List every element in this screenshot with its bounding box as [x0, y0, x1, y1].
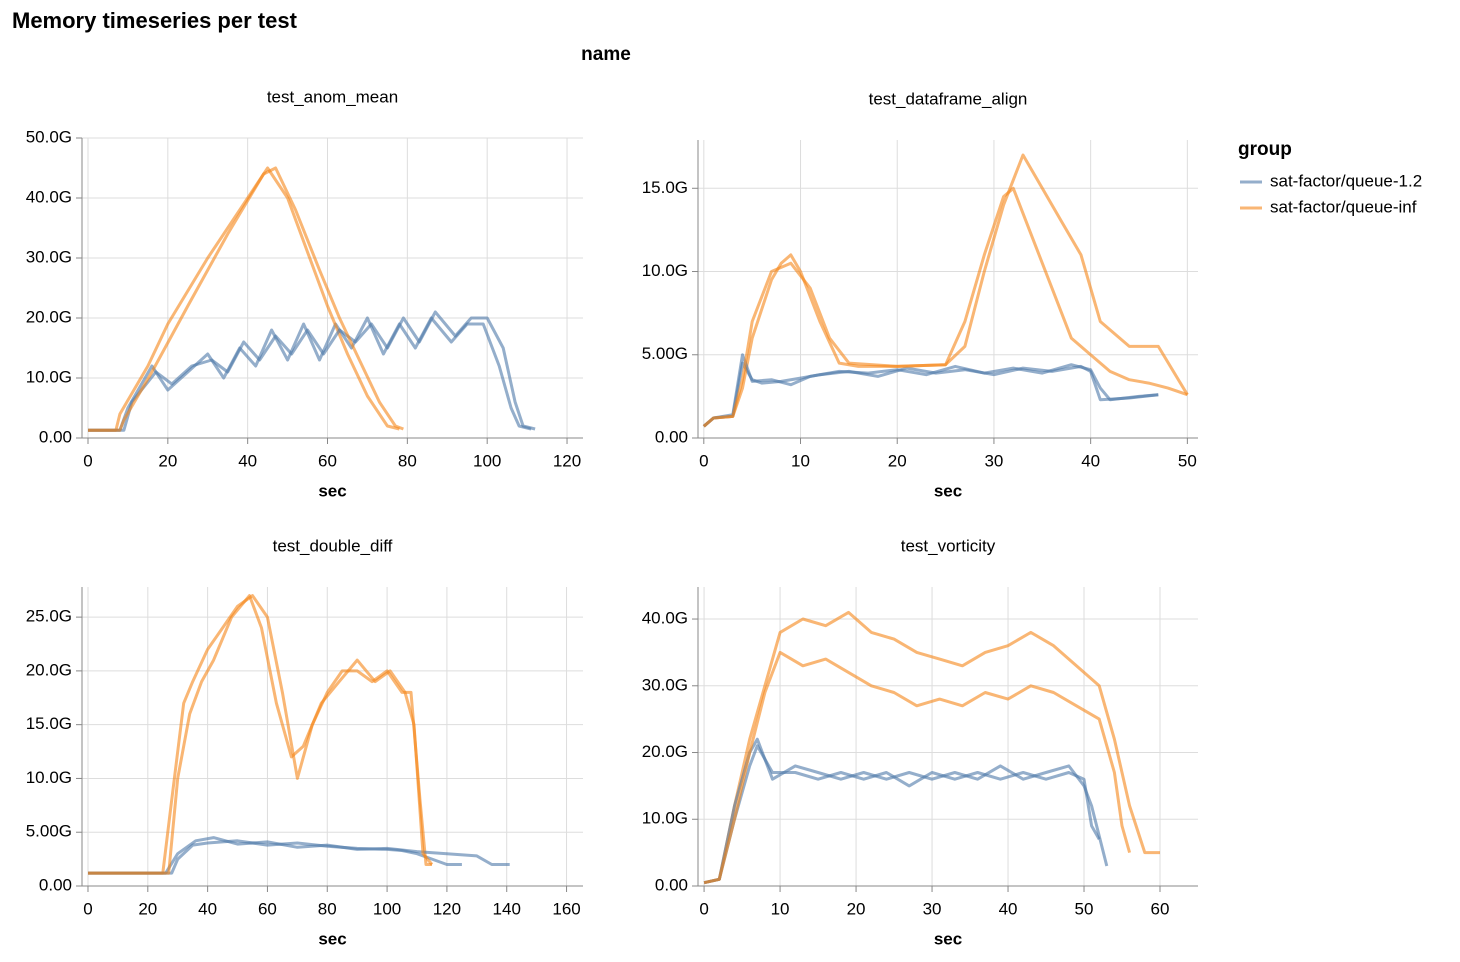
- series-line: [703, 744, 1101, 885]
- x-tick-label: 100: [473, 451, 501, 470]
- y-tick-label: 5.00G: [642, 344, 688, 363]
- x-tick-label: 10: [771, 899, 790, 918]
- y-tick-label: 0.00: [39, 427, 72, 446]
- series-line: [88, 310, 536, 432]
- x-tick-label: 120: [433, 899, 461, 918]
- series-line: [88, 836, 510, 875]
- x-tick-label: 0: [699, 899, 708, 918]
- y-tick-label: 15.0G: [26, 714, 72, 733]
- series-line: [88, 166, 404, 432]
- y-tick-label: 15.0G: [642, 178, 688, 197]
- x-tick-label: 120: [553, 451, 581, 470]
- y-tick-label: 40.0G: [642, 609, 688, 628]
- series-line: [703, 610, 1160, 885]
- legend-title: group: [1238, 139, 1292, 160]
- series-line: [702, 186, 1188, 428]
- x-axis-label: sec: [934, 481, 962, 500]
- y-tick-label: 30.0G: [26, 247, 72, 266]
- x-tick-label: 50: [1075, 899, 1094, 918]
- series-line: [88, 316, 532, 432]
- x-tick-label: 60: [318, 451, 337, 470]
- y-tick-label: 10.0G: [642, 261, 688, 280]
- facet-title: test_vorticity: [901, 536, 996, 555]
- facet-header: name: [581, 44, 631, 65]
- y-tick-label: 50.0G: [26, 127, 72, 146]
- x-tick-label: 60: [258, 899, 277, 918]
- x-tick-label: 20: [138, 899, 157, 918]
- y-tick-label: 30.0G: [642, 675, 688, 694]
- series-line: [702, 353, 1159, 428]
- x-tick-label: 30: [923, 899, 942, 918]
- x-tick-label: 40: [999, 899, 1018, 918]
- x-tick-label: 60: [1151, 899, 1170, 918]
- x-tick-label: 30: [984, 451, 1003, 470]
- x-tick-label: 140: [493, 899, 521, 918]
- x-tick-label: 40: [1081, 451, 1100, 470]
- y-tick-label: 10.0G: [642, 809, 688, 828]
- series-line: [88, 166, 400, 432]
- y-tick-label: 20.0G: [642, 742, 688, 761]
- x-tick-label: 20: [888, 451, 907, 470]
- y-tick-label: 20.0G: [26, 660, 72, 679]
- facet-title: test_double_diff: [273, 536, 393, 555]
- y-tick-label: 10.0G: [26, 768, 72, 787]
- x-tick-label: 80: [398, 451, 417, 470]
- series-line: [703, 650, 1132, 885]
- y-tick-label: 40.0G: [26, 187, 72, 206]
- x-tick-label: 40: [198, 899, 217, 918]
- series-line: [702, 153, 1189, 428]
- x-tick-label: 80: [318, 899, 337, 918]
- series-line: [703, 737, 1109, 885]
- y-tick-label: 10.0G: [26, 367, 72, 386]
- y-tick-label: 0.00: [39, 875, 72, 894]
- x-axis-label: sec: [934, 929, 962, 948]
- y-tick-label: 5.00G: [26, 822, 72, 841]
- x-axis-label: sec: [318, 929, 346, 948]
- y-tick-label: 25.0G: [26, 607, 72, 626]
- x-tick-label: 0: [699, 451, 708, 470]
- x-tick-label: 10: [791, 451, 810, 470]
- x-tick-label: 50: [1178, 451, 1197, 470]
- facet-title: test_anom_mean: [267, 87, 398, 106]
- facet-title: test_dataframe_align: [869, 89, 1028, 108]
- x-tick-label: 20: [847, 899, 866, 918]
- x-tick-label: 160: [552, 899, 580, 918]
- legend-label: sat-factor/queue-inf: [1270, 197, 1417, 216]
- x-axis-label: sec: [318, 481, 346, 500]
- x-tick-label: 0: [83, 899, 92, 918]
- y-tick-label: 20.0G: [26, 307, 72, 326]
- chart-title: Memory timeseries per test: [12, 8, 298, 33]
- y-tick-label: 0.00: [655, 875, 688, 894]
- x-tick-label: 100: [373, 899, 401, 918]
- series-line: [88, 594, 432, 875]
- x-tick-label: 0: [83, 451, 92, 470]
- x-tick-label: 40: [238, 451, 257, 470]
- x-tick-label: 20: [158, 451, 177, 470]
- series-line: [88, 594, 434, 875]
- y-tick-label: 0.00: [655, 427, 688, 446]
- series-line: [88, 839, 462, 875]
- legend-label: sat-factor/queue-1.2: [1270, 171, 1422, 190]
